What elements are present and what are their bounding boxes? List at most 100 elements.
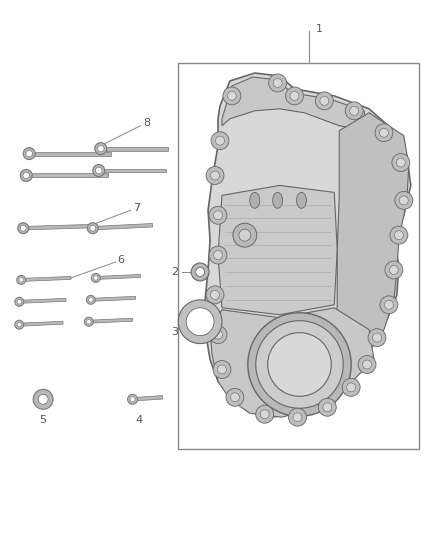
Circle shape	[227, 92, 237, 100]
Circle shape	[379, 128, 389, 137]
Circle shape	[226, 389, 244, 406]
Circle shape	[20, 169, 32, 181]
Circle shape	[345, 102, 363, 120]
Circle shape	[17, 276, 26, 285]
Polygon shape	[21, 277, 71, 281]
Circle shape	[399, 196, 408, 205]
Circle shape	[394, 231, 403, 240]
Circle shape	[363, 360, 371, 369]
Circle shape	[211, 132, 229, 150]
Circle shape	[358, 356, 376, 374]
Circle shape	[214, 251, 223, 260]
Circle shape	[196, 268, 205, 277]
Circle shape	[215, 136, 224, 145]
Circle shape	[209, 246, 227, 264]
Polygon shape	[29, 151, 111, 156]
Circle shape	[256, 405, 274, 423]
Circle shape	[380, 296, 398, 314]
Ellipse shape	[273, 192, 283, 208]
Polygon shape	[132, 395, 162, 401]
Text: 7: 7	[134, 203, 141, 213]
Ellipse shape	[250, 192, 260, 208]
Circle shape	[211, 171, 219, 180]
Circle shape	[239, 229, 251, 241]
Circle shape	[390, 226, 408, 244]
Circle shape	[98, 146, 104, 152]
Circle shape	[396, 158, 405, 167]
Circle shape	[211, 290, 219, 300]
Text: 5: 5	[39, 415, 46, 425]
Circle shape	[23, 148, 35, 159]
Circle shape	[85, 317, 93, 326]
Circle shape	[18, 223, 29, 233]
Circle shape	[260, 410, 269, 419]
Circle shape	[375, 124, 393, 142]
Circle shape	[206, 166, 224, 184]
Circle shape	[268, 333, 331, 397]
Circle shape	[191, 263, 209, 281]
Circle shape	[178, 300, 222, 344]
Circle shape	[95, 143, 107, 155]
Circle shape	[373, 333, 381, 342]
Text: 1: 1	[315, 24, 322, 34]
Circle shape	[17, 300, 21, 304]
Circle shape	[90, 225, 96, 231]
Circle shape	[87, 223, 98, 233]
Circle shape	[127, 394, 138, 404]
Text: 2: 2	[171, 267, 178, 277]
Circle shape	[256, 321, 343, 408]
Circle shape	[268, 74, 286, 92]
Circle shape	[95, 167, 102, 174]
Circle shape	[318, 398, 336, 416]
Circle shape	[88, 297, 93, 302]
Circle shape	[248, 313, 351, 416]
Circle shape	[323, 403, 332, 411]
Circle shape	[347, 383, 356, 392]
Circle shape	[206, 286, 224, 304]
Circle shape	[19, 278, 24, 282]
Polygon shape	[334, 113, 409, 375]
Circle shape	[392, 154, 410, 172]
Circle shape	[385, 300, 393, 309]
Circle shape	[389, 265, 398, 274]
Circle shape	[218, 365, 226, 374]
Text: 4: 4	[135, 415, 142, 425]
Polygon shape	[93, 223, 152, 230]
Circle shape	[286, 87, 304, 105]
Circle shape	[315, 92, 333, 110]
Circle shape	[350, 107, 359, 115]
Text: 6: 6	[118, 255, 125, 265]
Circle shape	[233, 223, 257, 247]
Polygon shape	[210, 308, 374, 417]
Circle shape	[23, 172, 29, 179]
Polygon shape	[222, 77, 367, 131]
Polygon shape	[101, 147, 168, 151]
Circle shape	[26, 150, 32, 157]
Circle shape	[223, 87, 241, 105]
Circle shape	[86, 295, 95, 304]
Circle shape	[94, 276, 98, 280]
Polygon shape	[26, 173, 108, 177]
Circle shape	[293, 413, 302, 422]
Circle shape	[93, 165, 105, 176]
Text: 3: 3	[171, 327, 178, 337]
Polygon shape	[91, 296, 136, 301]
Circle shape	[20, 225, 26, 231]
Circle shape	[368, 329, 386, 346]
Circle shape	[130, 397, 135, 402]
Circle shape	[320, 96, 329, 106]
Polygon shape	[99, 168, 166, 173]
Circle shape	[33, 389, 53, 409]
Circle shape	[17, 322, 21, 327]
Circle shape	[290, 92, 299, 100]
Circle shape	[209, 326, 227, 344]
Polygon shape	[205, 73, 411, 417]
Circle shape	[38, 394, 48, 404]
Circle shape	[15, 297, 24, 306]
Circle shape	[289, 408, 307, 426]
Circle shape	[87, 319, 91, 324]
Polygon shape	[19, 298, 66, 303]
Ellipse shape	[297, 192, 307, 208]
Circle shape	[214, 330, 223, 339]
Circle shape	[214, 211, 223, 220]
